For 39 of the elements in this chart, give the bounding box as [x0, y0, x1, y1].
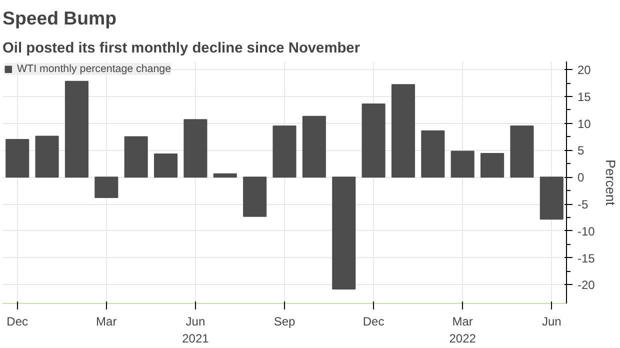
- bar: [272, 126, 296, 178]
- y-tick-label: -10: [578, 224, 596, 238]
- bar: [391, 84, 416, 178]
- x-tick-label: Mar: [96, 314, 117, 328]
- bar: [6, 138, 30, 178]
- y-tick-label: 0: [578, 170, 584, 185]
- legend-label: WTI monthly percentage change: [17, 63, 172, 75]
- x-tick-label: Dec: [362, 314, 384, 328]
- bar: [35, 136, 59, 178]
- chart-subtitle: Oil posted its first monthly decline since November: [2, 40, 360, 56]
- bar: [124, 136, 148, 178]
- bar: [540, 176, 564, 220]
- y-tick-label: -20: [578, 278, 596, 292]
- bar: [64, 80, 88, 178]
- bar: [184, 119, 208, 178]
- y-tick-label: -15: [578, 251, 596, 266]
- y-tick-label: 15: [578, 90, 592, 104]
- bar: [302, 116, 326, 178]
- x-tick-label: Dec: [6, 314, 28, 328]
- bar: [510, 126, 534, 178]
- x-tick-label: Sep: [274, 314, 296, 328]
- bar: [154, 154, 178, 178]
- chart-title: Speed Bump: [2, 8, 117, 28]
- x-tick-label: Jun: [542, 314, 562, 328]
- bar: [94, 176, 118, 198]
- bar: [450, 150, 474, 178]
- y-axis-title: Percent: [602, 160, 618, 206]
- y-tick-label: 20: [578, 63, 592, 78]
- bar: [213, 173, 237, 178]
- bar: [362, 103, 386, 178]
- bar: [421, 130, 445, 178]
- bar: [243, 176, 267, 217]
- y-tick-label: 5: [578, 144, 584, 158]
- x-tick-label: Mar 2022: [449, 314, 476, 346]
- y-tick-label: -5: [578, 198, 588, 212]
- bar: [480, 152, 504, 178]
- y-tick-label: 10: [578, 116, 592, 131]
- x-tick-label: Jun 2021: [182, 314, 210, 346]
- bar: [332, 176, 356, 290]
